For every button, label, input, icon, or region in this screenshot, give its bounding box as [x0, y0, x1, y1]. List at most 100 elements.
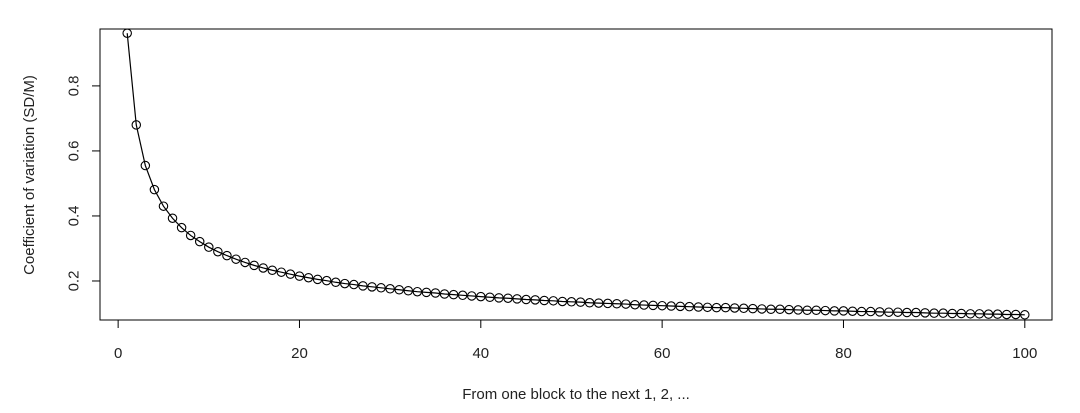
data-point: [557, 296, 568, 307]
data-point: [630, 299, 640, 310]
plot-frame: [99, 28, 1053, 321]
x-tick-label: 20: [291, 345, 308, 362]
data-point: [349, 279, 359, 290]
data-point: [738, 303, 749, 314]
data-point: [657, 300, 667, 311]
data-point: [448, 289, 459, 300]
data-point: [312, 274, 323, 285]
data-point: [947, 308, 958, 319]
data-series: [122, 28, 1030, 320]
data-point: [213, 246, 223, 257]
data-point: [729, 303, 740, 313]
y-axis: 0.2 0.4 0.6 0.8: [66, 75, 101, 291]
data-point: [222, 250, 232, 261]
data-point: [249, 260, 259, 271]
y-tick-label: 0.4: [66, 206, 83, 227]
data-point: [131, 120, 142, 130]
y-tick-label: 0.8: [66, 75, 83, 96]
data-point: [612, 298, 622, 309]
y-tick-label: 0.6: [66, 140, 83, 161]
data-point: [911, 307, 921, 318]
data-point: [884, 307, 894, 317]
data-point: [802, 305, 812, 315]
x-axis: 0 20 40 60 80 100: [114, 319, 1037, 362]
data-point: [566, 297, 577, 307]
data-point: [856, 306, 867, 317]
x-tick-label: 80: [835, 345, 852, 362]
data-point: [639, 300, 649, 310]
data-point: [376, 283, 386, 293]
data-point: [575, 297, 586, 307]
data-point: [584, 298, 595, 308]
data-point: [258, 263, 268, 273]
data-point: [521, 294, 531, 305]
x-tick-label: 0: [114, 345, 122, 362]
data-point: [403, 285, 414, 296]
data-point: [992, 309, 1003, 319]
data-point: [775, 304, 785, 315]
data-point: [330, 277, 341, 288]
data-point: [838, 306, 849, 316]
data-point: [176, 222, 187, 233]
data-point: [539, 295, 550, 306]
data-point: [938, 308, 948, 318]
data-point: [385, 284, 395, 294]
data-point: [367, 282, 377, 292]
data-point: [476, 291, 486, 302]
data-point: [693, 302, 704, 312]
data-point: [494, 293, 504, 303]
data-point: [439, 289, 450, 299]
data-point: [902, 307, 912, 318]
data-point: [621, 299, 631, 309]
data-point: [204, 242, 214, 252]
data-point: [983, 309, 994, 319]
data-point: [766, 304, 776, 315]
data-point: [358, 281, 368, 291]
data-point: [757, 304, 767, 314]
data-point: [503, 293, 513, 303]
data-point: [394, 285, 404, 295]
data-point: [421, 287, 432, 298]
data-point: [512, 294, 522, 304]
data-point: [167, 213, 178, 223]
data-point: [457, 290, 468, 301]
data-point: [1020, 310, 1030, 320]
data-point: [702, 302, 713, 313]
series-line: [126, 33, 1025, 316]
data-point: [530, 295, 540, 305]
data-point: [956, 308, 967, 319]
data-point: [666, 301, 676, 311]
data-point: [294, 271, 305, 281]
data-point: [602, 298, 613, 309]
data-point: [276, 267, 287, 277]
x-tick-label: 100: [1012, 345, 1037, 362]
data-point: [140, 160, 151, 171]
data-point: [285, 269, 296, 279]
data-point: [149, 184, 160, 195]
data-point: [194, 236, 205, 247]
data-point: [684, 301, 695, 312]
data-point: [466, 291, 477, 301]
data-point: [820, 305, 831, 316]
data-point: [847, 306, 858, 316]
data-point: [122, 28, 132, 38]
data-point: [929, 308, 939, 318]
data-point: [965, 309, 976, 319]
data-point: [793, 305, 803, 315]
data-point: [321, 275, 332, 286]
data-point: [485, 292, 495, 302]
data-point: [874, 307, 885, 317]
data-point: [593, 298, 604, 308]
data-point: [648, 300, 658, 311]
data-point: [267, 265, 278, 275]
data-point: [748, 303, 758, 314]
data-point: [1010, 309, 1021, 320]
data-point: [231, 254, 241, 264]
data-point: [340, 278, 350, 289]
data-point: [893, 307, 903, 317]
data-point: [720, 302, 731, 313]
data-point: [829, 306, 840, 316]
data-point: [185, 230, 196, 241]
